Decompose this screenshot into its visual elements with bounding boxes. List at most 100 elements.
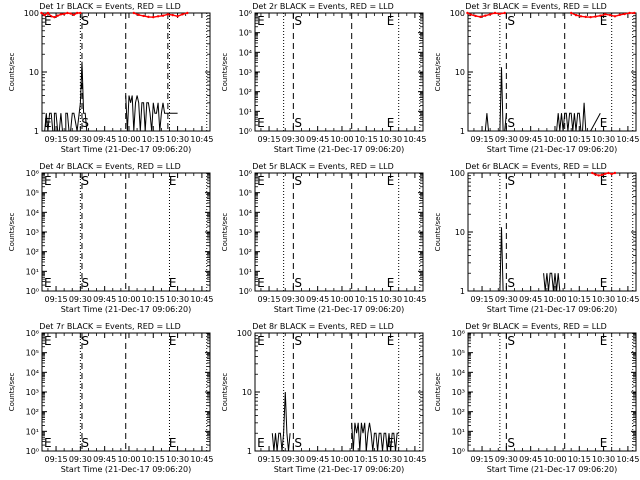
marker-label-bottom: E <box>257 436 265 450</box>
x-tick-label: 10:15 <box>355 455 378 464</box>
y-tick-label: 10³ <box>26 228 39 237</box>
x-tick-label: 10:15 <box>568 455 591 464</box>
events-series-line <box>43 61 88 132</box>
lld-point <box>469 13 472 16</box>
x-tick-label: 09:15 <box>258 295 281 304</box>
lld-point <box>152 15 155 19</box>
y-tick-label: 100 <box>237 329 252 338</box>
y-tick-label: 10⁵ <box>26 349 39 358</box>
events-series-line <box>271 391 291 452</box>
x-tick-label: 09:45 <box>93 295 116 304</box>
marker-label-top: E <box>387 14 395 28</box>
y-tick-label: 10⁵ <box>239 189 252 198</box>
y-tick-label: 10⁰ <box>452 447 465 456</box>
y-tick-label: 10² <box>239 248 252 257</box>
plot-frame <box>467 12 637 132</box>
y-tick-label: 10³ <box>452 388 465 397</box>
y-tick-label: 10⁵ <box>239 29 252 38</box>
x-tick-label: 09:15 <box>45 295 68 304</box>
x-tick-label: 10:15 <box>568 295 591 304</box>
x-axis-label: Start Time (21-Dec-17 09:06:20) <box>487 145 618 154</box>
y-tick-label: 10⁶ <box>452 329 465 338</box>
x-tick-label: 09:30 <box>282 455 305 464</box>
x-axis-label: Start Time (21-Dec-17 09:06:20) <box>61 305 192 314</box>
x-tick-label: 10:00 <box>330 295 353 304</box>
lld-point <box>488 13 492 16</box>
y-tick-label: 10⁴ <box>239 48 252 57</box>
marker-label-top: E <box>44 174 52 188</box>
y-tick-label: 10² <box>452 408 465 417</box>
x-tick-label: 10:45 <box>616 135 639 144</box>
lld-point <box>156 15 160 18</box>
x-tick-label: 10:30 <box>379 455 402 464</box>
x-tick-label: 09:30 <box>282 295 305 304</box>
y-tick-label: 10 <box>29 68 39 77</box>
y-tick-label: 10² <box>26 408 39 417</box>
panel-title: Det 3r BLACK = Events, RED = LLD <box>465 2 607 11</box>
y-tick-label: 10 <box>455 228 465 237</box>
y-axis-label: Counts/sec <box>221 53 229 92</box>
panel-title: Det 2r BLACK = Events, RED = LLD <box>252 2 394 11</box>
marker-label-bottom: E <box>44 116 52 130</box>
marker-label-bottom: E <box>600 116 608 130</box>
x-tick-label: 09:30 <box>69 455 92 464</box>
lld-point <box>46 11 50 15</box>
marker-label-top: E <box>257 334 265 348</box>
lld-point <box>599 14 602 17</box>
marker-label-top: E <box>387 334 395 348</box>
lld-point <box>600 173 604 177</box>
panel-det-1: Det 1r BLACK = Events, RED = LLD 1 10 100 Co… <box>8 2 213 154</box>
lld-point <box>137 13 140 17</box>
x-tick-label: 10:45 <box>616 455 639 464</box>
x-tick-label: 09:30 <box>282 135 305 144</box>
x-axis-label: Start Time (21-Dec-17 09:06:20) <box>61 465 192 474</box>
panel-det-7: Det 7r BLACK = Events, RED = LLD 10⁰ 10¹ 10… <box>8 322 213 474</box>
x-tick-label: 10:45 <box>403 455 426 464</box>
y-tick-label: 10¹ <box>26 267 39 276</box>
lld-point <box>66 11 69 15</box>
y-tick-label: 100 <box>450 9 465 18</box>
marker-label-bottom: E <box>257 276 265 290</box>
events-series-line <box>351 422 399 452</box>
lld-point <box>608 13 612 17</box>
x-axis-label: Start Time (21-Dec-17 09:06:20) <box>61 145 192 154</box>
marker-label-bottom: E <box>387 276 395 290</box>
y-tick-label: 10¹ <box>239 107 252 116</box>
x-tick-label: 10:45 <box>616 295 639 304</box>
marker-label-bottom: E <box>169 276 177 290</box>
plot-frame <box>254 12 424 132</box>
x-tick-label: 10:45 <box>190 135 213 144</box>
x-tick-label: 10:15 <box>142 135 165 144</box>
lld-point <box>594 173 597 176</box>
y-tick-label: 100 <box>450 169 465 178</box>
y-tick-label: 1 <box>460 287 465 296</box>
x-tick-label: 09:45 <box>306 455 329 464</box>
x-tick-label: 10:15 <box>568 135 591 144</box>
panel-title: Det 5r BLACK = Events, RED = LLD <box>252 162 394 171</box>
marker-label-bottom: S <box>81 436 89 450</box>
events-series-line <box>556 102 601 132</box>
y-tick-label: 10⁴ <box>26 368 39 377</box>
y-tick-label: 10⁶ <box>239 169 252 178</box>
lld-point <box>589 15 592 19</box>
marker-label-top: S <box>507 174 515 188</box>
y-axis-label: Counts/sec <box>434 373 442 412</box>
marker-label-bottom: E <box>257 116 265 130</box>
y-tick-label: 10⁰ <box>26 447 39 456</box>
panel-det-8: Det 8r BLACK = Events, RED = LLD 1 10 100 Co… <box>221 322 426 474</box>
marker-label-top: S <box>81 174 89 188</box>
x-tick-label: 09:45 <box>519 135 542 144</box>
plot-frame <box>467 332 637 452</box>
y-tick-label: 10³ <box>26 388 39 397</box>
y-tick-label: 10⁵ <box>26 189 39 198</box>
x-tick-label: 09:45 <box>93 455 116 464</box>
marker-label-top: E <box>257 14 265 28</box>
marker-label-top: S <box>294 14 302 28</box>
y-axis-label: Counts/sec <box>221 373 229 412</box>
y-tick-label: 10⁶ <box>239 9 252 18</box>
y-tick-label: 10² <box>239 88 252 97</box>
y-axis-label: Counts/sec <box>8 213 16 252</box>
lld-point <box>597 174 600 177</box>
marker-label-top: E <box>387 174 395 188</box>
